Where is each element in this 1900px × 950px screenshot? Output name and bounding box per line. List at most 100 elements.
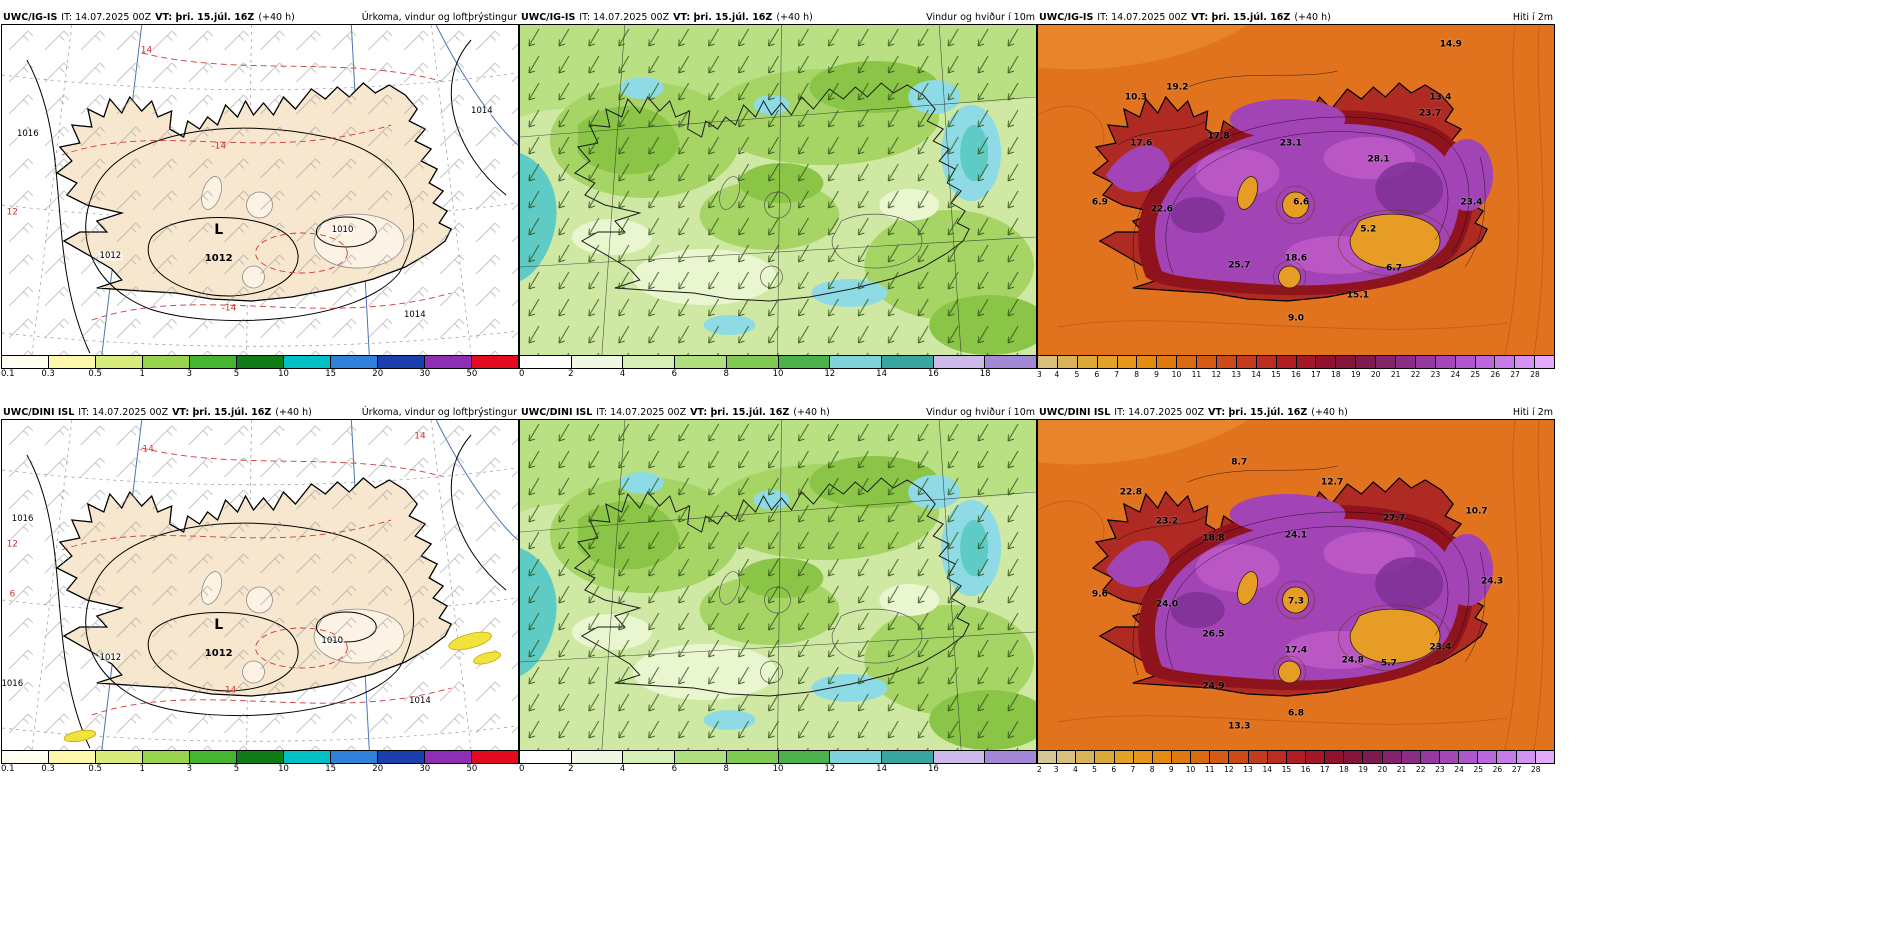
colorbar-tick: 15 bbox=[1281, 765, 1292, 774]
model-name: UWC/DINI ISL bbox=[3, 406, 75, 418]
colorbar-tick: 20 bbox=[1377, 765, 1388, 774]
temperature-map: 8.7 12.7 22.8 23.2 27.7 10.7 18.8 24.1 24.3 9.6 24… bbox=[1037, 419, 1555, 751]
colorbar-tick: 18 bbox=[979, 369, 991, 379]
colorbar-tick: 10 bbox=[772, 764, 784, 774]
map-label: -14 bbox=[139, 444, 154, 455]
model-name: UWC/IG-IS bbox=[1039, 11, 1094, 23]
map-label: 14 bbox=[140, 45, 153, 56]
map-label: 10.7 bbox=[1465, 506, 1488, 517]
colorbar-segment bbox=[1400, 751, 1420, 763]
model-name: UWC/IG-IS bbox=[3, 11, 58, 23]
colorbar-segment bbox=[932, 751, 985, 763]
colorbar-tick: 25 bbox=[1470, 370, 1481, 379]
init-time: IT: 14.07.2025 00Z bbox=[596, 406, 687, 418]
colorbar-segment bbox=[932, 356, 985, 368]
panel-dini-temp: UWC/DINI ISL IT: 14.07.2025 00Z VT: þri.… bbox=[1037, 405, 1555, 775]
colorbar-tick: 24 bbox=[1454, 765, 1464, 774]
map-label: 9.6 bbox=[1091, 589, 1108, 600]
colorbar-segment bbox=[1324, 751, 1344, 763]
colorbar-tick: 8 bbox=[723, 764, 729, 774]
panel-title: Hiti í 2m bbox=[1512, 406, 1553, 418]
colorbar-segment bbox=[725, 751, 778, 763]
map-label: 23.1 bbox=[1279, 138, 1302, 149]
colorbar-segment bbox=[95, 356, 142, 368]
colorbar-segment bbox=[48, 356, 95, 368]
colorbar-segment bbox=[1343, 751, 1363, 763]
colorbar-segment bbox=[471, 751, 518, 763]
map-label: 5.7 bbox=[1380, 658, 1397, 669]
colorbar-tick: 23 bbox=[1435, 765, 1445, 774]
colorbar-tick: 0.5 bbox=[88, 764, 102, 774]
colorbar-tick: 0.3 bbox=[41, 369, 55, 379]
colorbar-tick: 25 bbox=[1473, 765, 1484, 774]
colorbar-tick: 26 bbox=[1490, 370, 1500, 379]
map-label: 15.1 bbox=[1346, 290, 1370, 301]
colorbar-segment bbox=[674, 356, 726, 368]
colorbar-tick: 0.1 bbox=[1, 369, 15, 379]
colorbar-segment bbox=[1454, 356, 1475, 368]
colorbar-segment bbox=[1335, 356, 1356, 368]
precipitation-colorbar bbox=[1, 751, 519, 764]
panel-title: Hiti í 2m bbox=[1512, 11, 1553, 23]
wind-colorbar-labels: 0 2 4 6 8 10 12 14 16 bbox=[519, 764, 1037, 775]
colorbar-segment bbox=[142, 751, 189, 763]
map-label: 1010 bbox=[320, 635, 345, 646]
panel-header: UWC/IG-IS IT: 14.07.2025 00Z VT: þri. 15… bbox=[1037, 10, 1555, 24]
panel-title: Vindur og hviður í 10m bbox=[926, 406, 1035, 418]
colorbar-segment bbox=[1414, 356, 1435, 368]
colorbar-tick: 3 bbox=[186, 369, 193, 379]
colorbar-segment bbox=[1419, 751, 1439, 763]
colorbar-tick: 24 bbox=[1450, 370, 1461, 379]
colorbar-segment bbox=[236, 356, 283, 368]
wind-colorbar bbox=[519, 751, 1037, 764]
panel-dini-precip: UWC/DINI ISL IT: 14.07.2025 00Z VT: þri.… bbox=[1, 405, 519, 775]
colorbar-segment bbox=[1190, 751, 1210, 763]
map-label: 12 bbox=[6, 539, 19, 550]
map-label: 24.9 bbox=[1202, 681, 1225, 692]
colorbar-tick: 16 bbox=[1300, 765, 1311, 774]
lead-time: (+40 h) bbox=[776, 11, 813, 23]
colorbar-tick: 16 bbox=[1291, 370, 1301, 379]
temperature-colorbar-labels: 2 3 4 5 6 7 8 9 10 11 12 13 14 15 16 17 18 19 20 21 22 23 24 25… bbox=[1037, 764, 1555, 775]
colorbar-segment bbox=[1438, 751, 1459, 763]
colorbar-segment bbox=[283, 356, 330, 368]
precipitation-colorbar-labels: 0.1 0.3 0.5 1 3 5 10 15 20 30 50 bbox=[1, 764, 519, 775]
colorbar-tick: 2 bbox=[568, 764, 574, 774]
precipitation-map: 14 1016 1014 -14 12 1012 L 1012 1010 -14 1014 bbox=[1, 24, 519, 356]
colorbar-tick: 6 bbox=[671, 764, 678, 774]
colorbar-tick: 22 bbox=[1415, 765, 1426, 774]
temperature-colorbar bbox=[1037, 356, 1555, 369]
colorbar-tick: 26 bbox=[1492, 765, 1503, 774]
map-label: 12 bbox=[6, 207, 19, 218]
temperature-colorbar-labels: 3 4 5 6 7 8 9 10 11 12 13 14 15 16 17 18 19 20 21 22 23 24 25 2… bbox=[1037, 369, 1555, 380]
colorbar-tick: 3 bbox=[1037, 370, 1042, 379]
colorbar-segment bbox=[48, 751, 95, 763]
map-label: 23.2 bbox=[1155, 516, 1179, 527]
colorbar-tick: 27 bbox=[1511, 765, 1522, 774]
colorbar-segment bbox=[1362, 751, 1382, 763]
colorbar-segment bbox=[984, 751, 1037, 763]
colorbar-segment bbox=[1096, 356, 1117, 368]
panel-dini-wind: UWC/DINI ISL IT: 14.07.2025 00Z VT: þri.… bbox=[519, 405, 1037, 775]
colorbar-tick: 18 bbox=[1339, 765, 1349, 774]
map-annotations: 14 1016 1014 -14 12 1012 L 1012 1010 -14 1014 bbox=[2, 25, 518, 355]
colorbar-segment bbox=[1216, 356, 1236, 368]
panel-header: UWC/DINI ISL IT: 14.07.2025 00Z VT: þri.… bbox=[1, 405, 519, 419]
map-label: 6.9 bbox=[1091, 197, 1108, 208]
map-label: 23.7 bbox=[1419, 108, 1442, 119]
map-label: 22.6 bbox=[1150, 204, 1173, 215]
temperature-map: 14.9 19.2 10.3 13.4 23.7 17.8 17.6 23.1 28.1 6.9 2… bbox=[1037, 24, 1555, 356]
colorbar-segment bbox=[1255, 356, 1276, 368]
precipitation-colorbar bbox=[1, 356, 519, 369]
colorbar-segment bbox=[189, 356, 236, 368]
map-label: 6.6 bbox=[1293, 197, 1310, 208]
map-label: 24.0 bbox=[1155, 599, 1179, 610]
colorbar-tick: 50 bbox=[466, 764, 478, 774]
colorbar-tick: 22 bbox=[1410, 370, 1421, 379]
model-name: UWC/IG-IS bbox=[521, 11, 576, 23]
colorbar-segment bbox=[1494, 356, 1515, 368]
colorbar-segment bbox=[1209, 751, 1229, 763]
colorbar-tick: 0 bbox=[519, 369, 525, 379]
panel-title: Vindur og hviður í 10m bbox=[926, 11, 1035, 23]
colorbar-segment bbox=[1247, 751, 1267, 763]
